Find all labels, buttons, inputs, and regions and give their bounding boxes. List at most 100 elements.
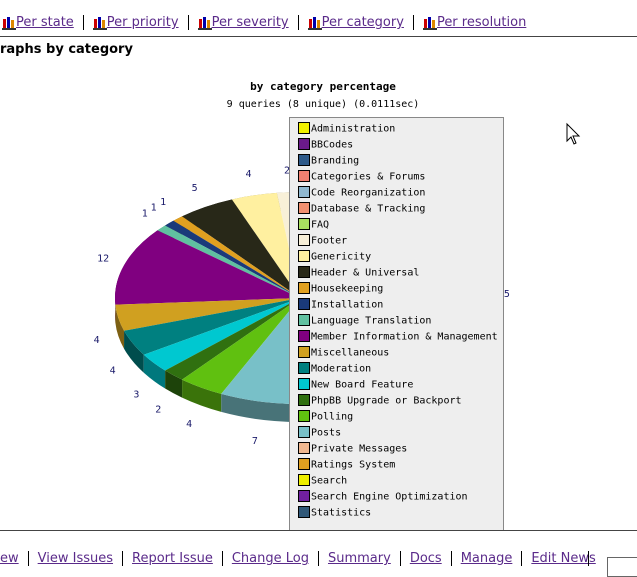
- legend-label: Statistics: [311, 508, 371, 519]
- slice-label: 5: [192, 183, 198, 194]
- slice-label: 4: [246, 169, 252, 180]
- legend-swatch: [298, 426, 310, 438]
- pie-slice: [165, 220, 300, 298]
- legend-label: Member Information & Management: [311, 332, 498, 343]
- slice-label: 3: [133, 389, 139, 400]
- nav-item: Per priority: [82, 15, 188, 30]
- nav-link[interactable]: Per priority: [106, 15, 179, 30]
- nav-item: ew: [0, 551, 28, 566]
- legend-label: PhpBB Upgrade or Backport: [311, 396, 462, 407]
- slice-label: 2: [284, 165, 290, 176]
- nav-link[interactable]: Per category: [321, 15, 404, 30]
- pie-slice: [157, 225, 300, 298]
- legend-label: Header & Universal: [311, 268, 419, 279]
- legend-label: Database & Tracking: [311, 204, 425, 215]
- legend-swatch: [298, 298, 310, 310]
- nav-link[interactable]: Edit News: [531, 551, 596, 566]
- legend-swatch: [298, 458, 310, 470]
- legend-label: Moderation: [311, 364, 371, 375]
- legend-swatch: [298, 138, 310, 150]
- legend-swatch: [298, 282, 310, 294]
- legend-label: Search Engine Optimization: [311, 492, 468, 503]
- chart-subtitle: 9 queries (8 unique) (0.0111sec): [227, 99, 420, 110]
- nav-link[interactable]: View Issues: [37, 551, 114, 566]
- legend-label: New Board Feature: [311, 380, 413, 391]
- pie-slice-side: [143, 354, 166, 389]
- legend-swatch: [298, 378, 310, 390]
- nav-link[interactable]: Summary: [327, 551, 391, 566]
- footer-nav: ew View Issues Report Issue Change Log Summa…: [0, 551, 605, 566]
- legend-label: Administration: [311, 124, 395, 135]
- nav-link[interactable]: ew: [0, 551, 19, 566]
- slice-label: 2: [155, 404, 161, 415]
- nav-item: Report Issue: [122, 551, 222, 566]
- nav-link[interactable]: Per resolution: [436, 15, 527, 30]
- legend-label: Ratings System: [311, 460, 395, 471]
- page-heading: raphs by category: [0, 42, 133, 57]
- legend-label: Footer: [311, 236, 347, 247]
- nav-item: View Issues: [27, 551, 122, 566]
- pie-slice-side: [124, 330, 144, 373]
- pie-slice: [124, 298, 301, 355]
- graph-icon: [92, 16, 107, 30]
- legend-label: Miscellaneous: [311, 348, 389, 359]
- nav-link[interactable]: Report Issue: [132, 551, 213, 566]
- pie-slice: [231, 192, 300, 298]
- legend-swatch: [298, 122, 310, 134]
- legend-label: Language Translation: [311, 316, 431, 327]
- pie-slice: [221, 298, 300, 404]
- legend-label: Private Messages: [311, 444, 407, 455]
- nav-link[interactable]: Docs: [409, 551, 442, 566]
- pie-slice: [115, 230, 301, 305]
- legend-swatch: [298, 474, 310, 486]
- graph-icon: [422, 16, 437, 30]
- legend-label: Code Reorganization: [311, 188, 425, 199]
- slice-label: 5: [504, 289, 510, 300]
- pie-slice-side: [165, 370, 183, 398]
- pie-slice: [143, 298, 300, 371]
- legend-swatch: [298, 330, 310, 342]
- legend-label: Branding: [311, 156, 359, 167]
- legend-label: Search: [311, 476, 347, 487]
- nav-item: Docs: [399, 551, 451, 566]
- nav-link[interactable]: Manage: [460, 551, 513, 566]
- rule: [0, 530, 637, 531]
- legend-swatch: [298, 442, 310, 454]
- pie-slice: [173, 216, 300, 298]
- nav-item: Edit News: [521, 551, 604, 566]
- legend-swatch: [298, 202, 310, 214]
- graph-icon: [307, 16, 322, 30]
- slice-label: 4: [186, 419, 192, 430]
- pie-slice: [182, 199, 300, 298]
- legend: Administration BBCodes Branding Categories …: [298, 122, 498, 519]
- nav-link[interactable]: Per severity: [211, 15, 289, 30]
- chart-title: by category percentage: [250, 80, 396, 93]
- nav-link[interactable]: Per state: [16, 15, 74, 30]
- legend-swatch: [298, 362, 310, 374]
- nav-item: Change Log: [221, 551, 318, 566]
- legend-swatch: [298, 266, 310, 278]
- legend-label: BBCodes: [311, 140, 353, 151]
- legend-label: Categories & Forums: [311, 172, 425, 183]
- nav-item: Summary: [317, 551, 400, 566]
- nav-link[interactable]: Change Log: [231, 551, 309, 566]
- legend-label: Housekeeping: [311, 284, 383, 295]
- slice-label: 1: [142, 208, 148, 219]
- nav-item: Per severity: [187, 15, 298, 30]
- legend-swatch: [298, 218, 310, 230]
- pie-slice: [182, 298, 300, 394]
- search-box[interactable]: [607, 557, 637, 577]
- legend-swatch: [298, 410, 310, 422]
- graph-icon: [2, 16, 16, 30]
- graph-icon: [197, 16, 212, 30]
- legend-label: Posts: [311, 428, 341, 439]
- pie-slice: [165, 298, 300, 380]
- graph-nav: Per state Per priority Per severity Per cat…: [0, 15, 535, 30]
- pie-slice: [115, 298, 301, 331]
- legend-label: FAQ: [311, 220, 329, 231]
- nav-item: Per state: [0, 15, 83, 30]
- separator: [588, 551, 589, 566]
- legend-swatch: [298, 314, 310, 326]
- slice-label: 1: [160, 197, 166, 208]
